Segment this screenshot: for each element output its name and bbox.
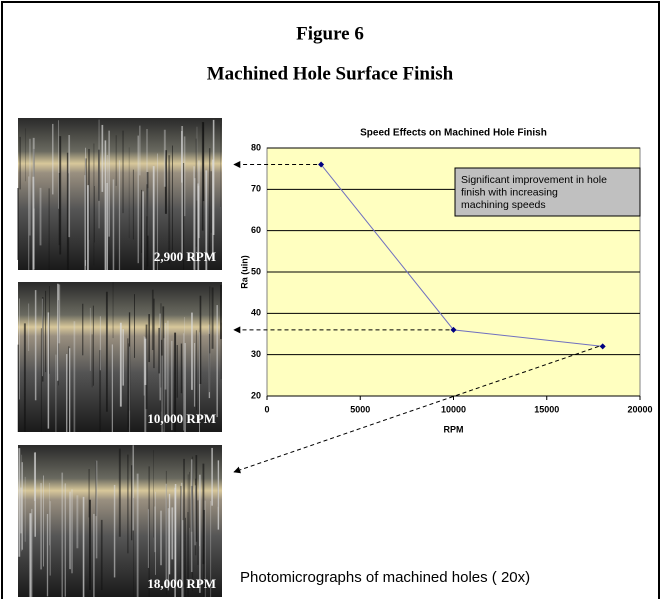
figure-subtitle: Machined Hole Surface Finish (207, 63, 454, 84)
figure-page: Figure 6 Machined Hole Surface Finish Ph… (0, 0, 661, 599)
y-axis-label: Ra (uin) (239, 255, 249, 289)
caption: Photomicrographs of machined holes ( 20x… (240, 569, 530, 586)
y-tick-label: 40 (251, 308, 261, 318)
x-tick-label: 5000 (350, 404, 370, 414)
figure-title: Figure 6 (296, 23, 364, 44)
chart: Speed Effects on Machined Hole Finish 20 3… (234, 128, 653, 472)
photo-label: 2,900 RPM (154, 249, 216, 264)
x-tick-label: 15000 (534, 404, 559, 414)
photo-label: 18,000 RPM (147, 576, 216, 591)
y-tick-label: 70 (251, 184, 261, 194)
photo-label: 10,000 RPM (147, 411, 216, 426)
chart-title: Speed Effects on Machined Hole Finish (360, 128, 547, 139)
y-tick-label: 30 (251, 349, 261, 359)
y-tick-label: 80 (251, 142, 261, 152)
x-tick-label: 20000 (627, 404, 652, 414)
y-tick-label: 50 (251, 266, 261, 276)
y-tick-label: 20 (251, 390, 261, 400)
x-axis-label: RPM (444, 424, 464, 434)
x-tick-label: 0 (264, 404, 269, 414)
y-tick-label: 60 (251, 225, 261, 235)
x-tick-label: 10000 (441, 404, 466, 414)
photos: 2,900 RPM 10,000 RPM 18,000 RPM (18, 118, 222, 597)
